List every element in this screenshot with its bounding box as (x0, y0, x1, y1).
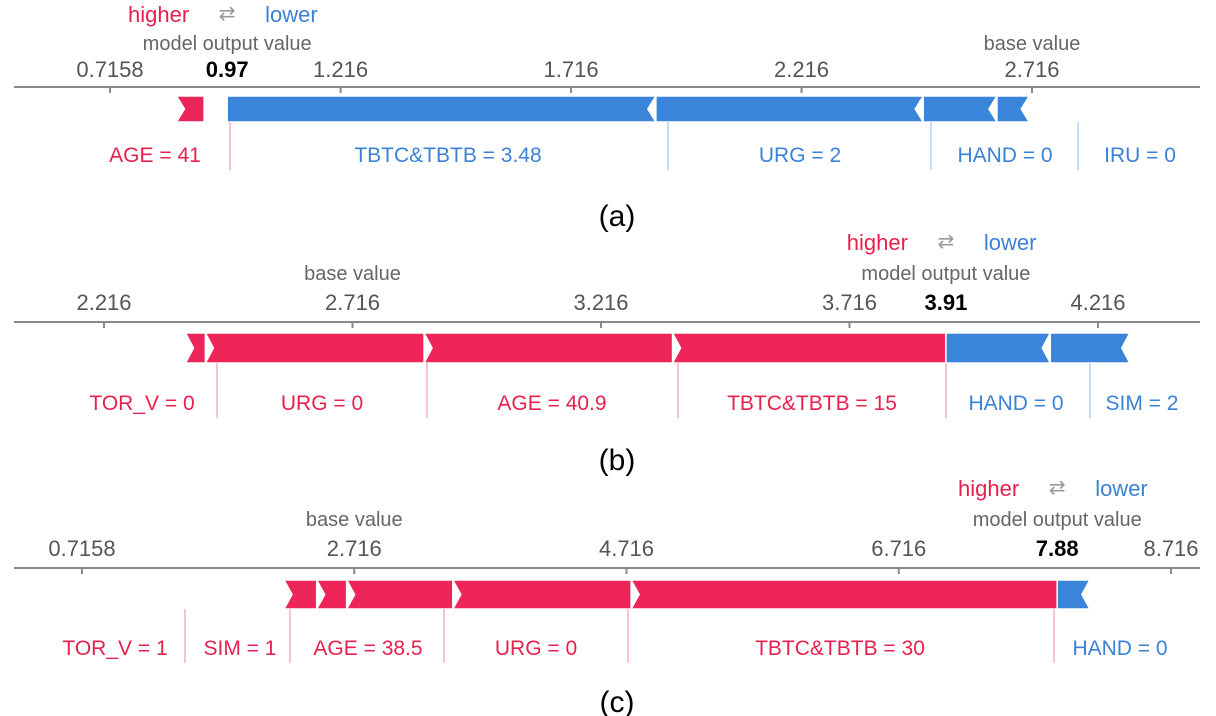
tick-label: 1.716 (544, 57, 599, 82)
force-plot-3: 0.7158 2.716 4.716 6.716 8.716 7.88 model outp… (14, 476, 1200, 716)
feature-label: SIM = 1 (204, 637, 277, 660)
feature-label: AGE = 38.5 (313, 637, 422, 660)
tick-label: 0.7158 (48, 536, 115, 561)
base-value-caption: base value (304, 263, 401, 285)
positive-segment (345, 579, 454, 610)
tick-label: 2.216 (774, 57, 829, 82)
legend: higher ⇄ lower (847, 230, 1037, 255)
feature-label: TBTC&TBTB = 3.48 (354, 144, 541, 167)
legend-arrows-icon: ⇄ (219, 3, 236, 25)
negative-segment (1056, 579, 1092, 610)
panel-caption: (b) (599, 444, 636, 477)
tick-label: 8.716 (1143, 536, 1198, 561)
model-output-value-label: 3.91 (925, 290, 968, 315)
tick-label: 4.216 (1070, 290, 1125, 315)
legend-higher: higher (128, 2, 189, 27)
positive-segment (451, 579, 632, 610)
feature-label: TBTC&TBTB = 30 (755, 637, 925, 660)
feature-label: TOR_V = 1 (62, 637, 167, 660)
legend-arrows-icon: ⇄ (938, 231, 955, 253)
positive-segment (315, 579, 348, 610)
legend-higher: higher (958, 476, 1019, 501)
negative-segment (922, 95, 999, 123)
feature-label: URG = 2 (759, 144, 841, 167)
positive-segment (175, 95, 205, 123)
tick-label: 6.716 (871, 536, 926, 561)
positive-segment (282, 579, 318, 610)
tick-label: 3.716 (822, 290, 877, 315)
feature-label: URG = 0 (281, 392, 363, 415)
tick-label: 3.216 (573, 290, 628, 315)
feature-label: TOR_V = 0 (89, 392, 194, 415)
tick-label: 2.716 (327, 536, 382, 561)
positive-segment (671, 332, 947, 364)
feature-label: SIM = 2 (1106, 392, 1179, 415)
legend-lower: lower (1095, 476, 1148, 501)
negative-segment (226, 95, 658, 123)
tick-label: 1.216 (313, 57, 368, 82)
base-value-caption: base value (306, 509, 403, 531)
positive-segment (629, 579, 1058, 610)
force-plot-2: 2.216 2.716 3.216 3.716 4.216 3.91 model outpu… (14, 230, 1200, 477)
feature-label: HAND = 0 (968, 392, 1063, 415)
negative-segment (996, 95, 1031, 123)
feature-label: AGE = 41 (109, 144, 201, 167)
feature-label: URG = 0 (495, 637, 577, 660)
legend-higher: higher (847, 230, 908, 255)
tick-label: 2.716 (1004, 57, 1059, 82)
negative-segment (1049, 332, 1132, 364)
legend: higher ⇄ lower (128, 2, 318, 27)
feature-label: IRU = 0 (1104, 144, 1176, 167)
feature-label: HAND = 0 (1072, 637, 1167, 660)
model-output-value-label: 0.97 (206, 57, 249, 82)
tick-label: 2.216 (76, 290, 131, 315)
feature-label: HAND = 0 (957, 144, 1052, 167)
negative-segment (655, 95, 925, 123)
positive-segment (204, 332, 425, 364)
legend-lower: lower (265, 2, 318, 27)
positive-segment (422, 332, 674, 364)
legend-lower: lower (984, 230, 1037, 255)
panel-caption: (a) (599, 200, 636, 233)
base-value-caption: base value (984, 33, 1081, 55)
feature-label: AGE = 40.9 (497, 392, 606, 415)
legend-arrows-icon: ⇄ (1049, 477, 1066, 499)
legend: higher ⇄ lower (958, 476, 1148, 501)
tick-label: 4.716 (599, 536, 654, 561)
positive-segment (184, 332, 207, 364)
tick-label: 0.7158 (76, 57, 143, 82)
tick-label: 2.716 (325, 290, 380, 315)
model-output-caption: model output value (973, 509, 1142, 531)
panel-caption: (c) (600, 686, 635, 716)
model-output-caption: model output value (143, 33, 312, 55)
feature-label: TBTC&TBTB = 15 (727, 392, 897, 415)
model-output-value-label: 7.88 (1036, 536, 1079, 561)
negative-segment (945, 332, 1052, 364)
model-output-caption: model output value (861, 263, 1030, 285)
